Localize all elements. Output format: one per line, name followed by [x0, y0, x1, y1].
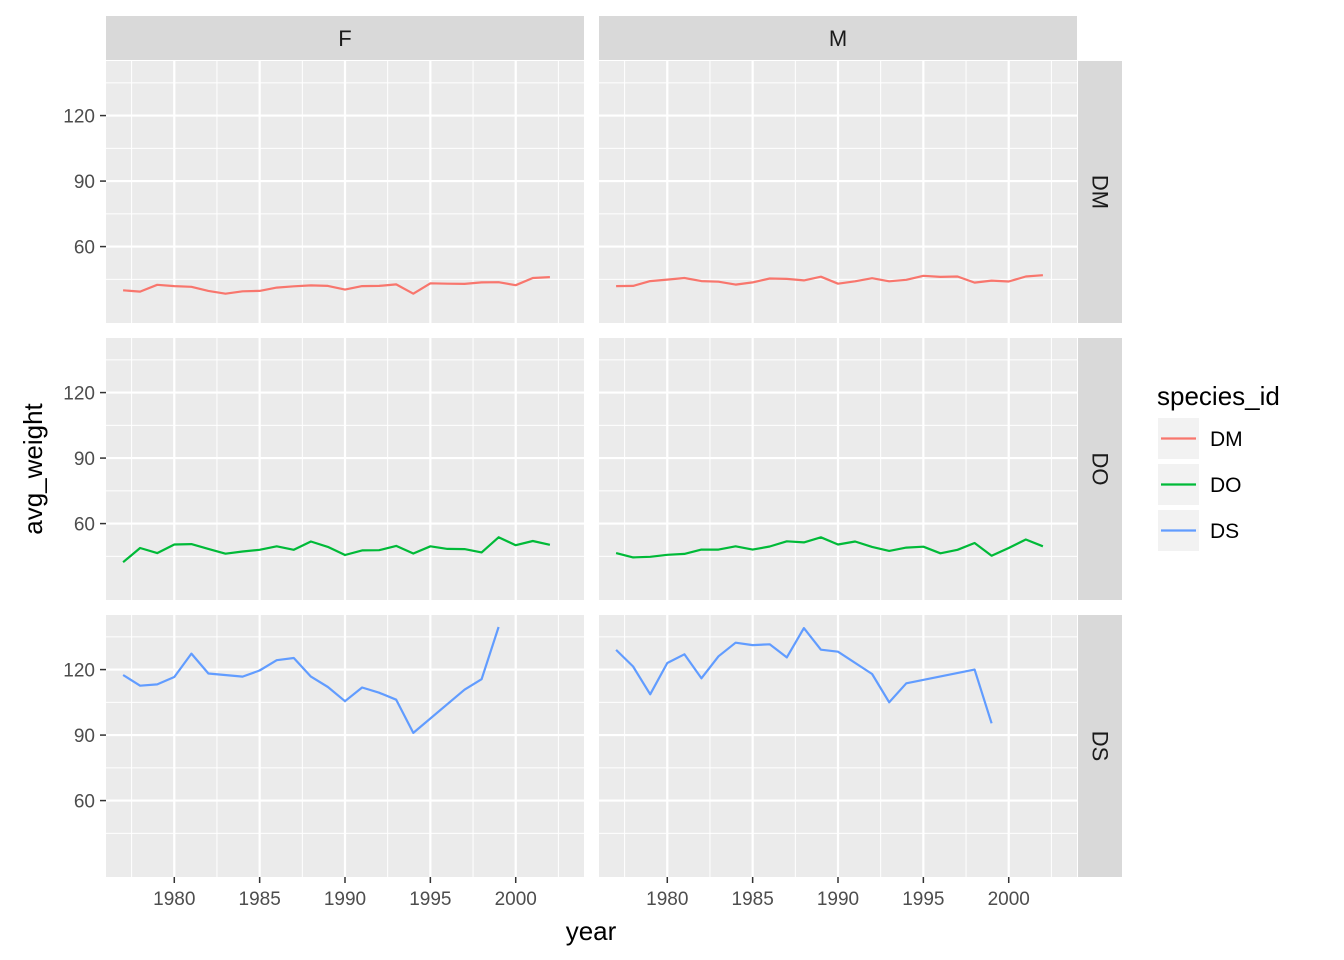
legend-item-DM: DM	[1158, 418, 1243, 459]
y-tick-label: 120	[63, 384, 95, 405]
facet-label-DS: DS	[1088, 731, 1113, 762]
panel-F-DM	[106, 61, 584, 323]
legend-label: DM	[1210, 428, 1243, 451]
facet-strip-M: M	[599, 16, 1077, 60]
series-line-DS-M	[615, 626, 993, 724]
facet-strip-F: F	[106, 16, 584, 60]
series-line-DS-F	[122, 626, 500, 735]
x-axis-title: year	[566, 916, 617, 946]
y-tick-label: 90	[74, 726, 95, 747]
facet-strips-layer: F M DM DO DS	[106, 16, 1122, 877]
x-tick-label: 2000	[495, 889, 537, 910]
series-line-DO-F	[122, 536, 551, 564]
y-tick-label: 60	[74, 792, 95, 813]
y-tick-label: 60	[74, 238, 95, 259]
facet-label-F: F	[338, 26, 351, 51]
panel-M-DS	[599, 615, 1077, 877]
legend-item-DS: DS	[1158, 510, 1239, 551]
x-tick-label: 2000	[988, 889, 1030, 910]
series-line-DM-F	[123, 276, 550, 295]
y-tick-label: 60	[74, 515, 95, 536]
x-tick-label: 1990	[817, 889, 859, 910]
x-tick-label: 1980	[646, 889, 688, 910]
panel-F-DS	[106, 615, 584, 877]
facet-label-DM: DM	[1088, 175, 1113, 209]
x-tick-label: 1995	[409, 889, 451, 910]
y-tick-label: 90	[74, 172, 95, 193]
panel-M-DO	[599, 338, 1077, 600]
y-axis-title: avg_weight	[18, 402, 48, 534]
facet-strip-DS: DS	[1078, 615, 1122, 877]
legend-label: DS	[1210, 520, 1239, 543]
series-line-DM-M	[616, 274, 1043, 288]
x-tick-label: 1985	[732, 889, 774, 910]
legend: species_id DM DO DS	[1157, 381, 1280, 551]
y-tick-label: 120	[63, 107, 95, 128]
facet-strip-DM: DM	[1078, 61, 1122, 323]
facet-strip-DO: DO	[1078, 338, 1122, 600]
x-tick-label: 1990	[324, 889, 366, 910]
y-tick-label: 120	[63, 661, 95, 682]
y-tick-label: 90	[74, 449, 95, 470]
panels-layer	[106, 61, 1077, 877]
x-tick-label: 1980	[153, 889, 195, 910]
axes-layer: 60 90 120 60 90 120 60 90 120 1980 1985 1990 1995 200…	[63, 107, 1030, 910]
legend-title: species_id	[1157, 381, 1280, 411]
legend-label: DO	[1210, 474, 1242, 497]
facet-label-M: M	[829, 26, 847, 51]
legend-item-DO: DO	[1158, 464, 1242, 505]
strip-background	[1078, 615, 1122, 877]
x-tick-label: 1985	[239, 889, 281, 910]
series-line-DO-M	[615, 536, 1044, 559]
x-tick-label: 1995	[902, 889, 944, 910]
strip-background	[1078, 338, 1122, 600]
panel-F-DO	[106, 338, 584, 600]
facet-label-DO: DO	[1088, 453, 1113, 486]
strip-background	[599, 16, 1077, 60]
strip-background	[1078, 61, 1122, 323]
strip-background	[106, 16, 584, 60]
